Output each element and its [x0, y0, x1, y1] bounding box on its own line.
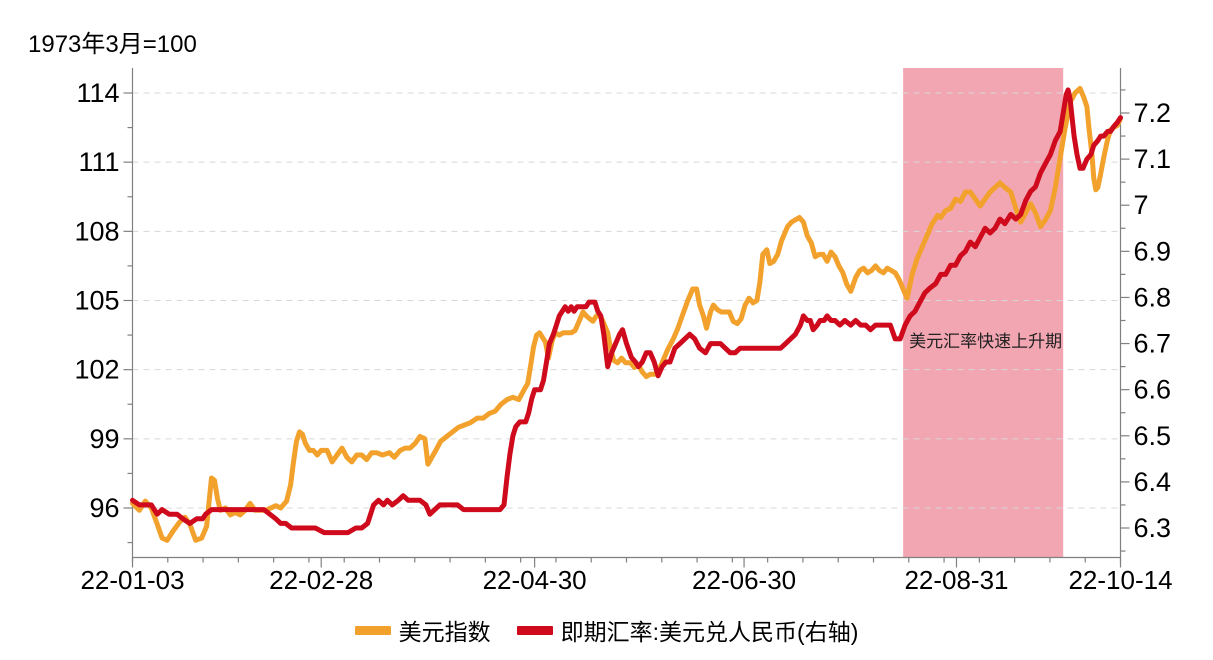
legend-label-usdcny: 即期汇率:美元兑人民币(右轴)	[560, 619, 859, 645]
highlight-band	[903, 68, 1064, 558]
chart-title: 1973年3月=100	[28, 31, 197, 58]
x-tick-label: 22-02-28	[269, 565, 373, 595]
x-tick-label: 22-06-30	[692, 565, 796, 595]
annotation-label: 美元汇率快速上升期	[909, 332, 1062, 351]
right-tick-label: 6.6	[1134, 375, 1172, 405]
right-tick-label: 6.9	[1134, 236, 1172, 266]
series-lines	[130, 85, 1123, 543]
legend-item-usdcny: 即期汇率:美元兑人民币(右轴)	[516, 613, 859, 647]
x-tick-label: 22-01-03	[80, 565, 184, 595]
axis-tick-labels: 96 99 102 105 108 111 114 6.3 6.4 6.5 6.6 6.7 6.8 6.9…	[74, 78, 1172, 595]
left-tick-label: 96	[89, 493, 119, 523]
left-tick-label: 99	[89, 424, 119, 454]
series-line-usdcny	[130, 87, 1123, 536]
x-tick-label: 22-08-31	[904, 565, 1008, 595]
right-tick-label: 7.2	[1134, 98, 1172, 128]
right-tick-label: 7.1	[1134, 144, 1172, 174]
legend-item-dollar-index: 美元指数	[354, 613, 491, 647]
axis-ticks	[123, 89, 1130, 568]
legend-swatch-orange	[354, 625, 391, 635]
right-tick-label: 6.5	[1134, 421, 1172, 451]
highlight-band-rect	[903, 68, 1064, 558]
right-tick-label: 6.8	[1134, 282, 1172, 312]
left-tick-label: 108	[74, 216, 119, 246]
legend-label-dollar-index: 美元指数	[398, 619, 491, 645]
right-tick-label: 6.4	[1134, 467, 1172, 497]
legend-swatch-red	[516, 625, 553, 635]
series-line-dollar-index	[130, 85, 1123, 543]
x-tick-label: 22-10-14	[1068, 565, 1172, 595]
right-tick-label: 6.3	[1134, 513, 1172, 543]
left-tick-label: 102	[74, 355, 119, 385]
left-tick-label: 114	[76, 78, 119, 108]
legend: 美元指数 即期汇率:美元兑人民币(右轴)	[0, 613, 1213, 647]
annotation-layer: 美元汇率快速上升期	[909, 332, 1062, 351]
right-tick-label: 7	[1134, 190, 1149, 220]
x-tick-label: 22-04-30	[483, 565, 587, 595]
left-tick-label: 105	[74, 286, 119, 316]
right-tick-label: 6.7	[1134, 329, 1172, 359]
left-tick-label: 111	[78, 147, 119, 177]
